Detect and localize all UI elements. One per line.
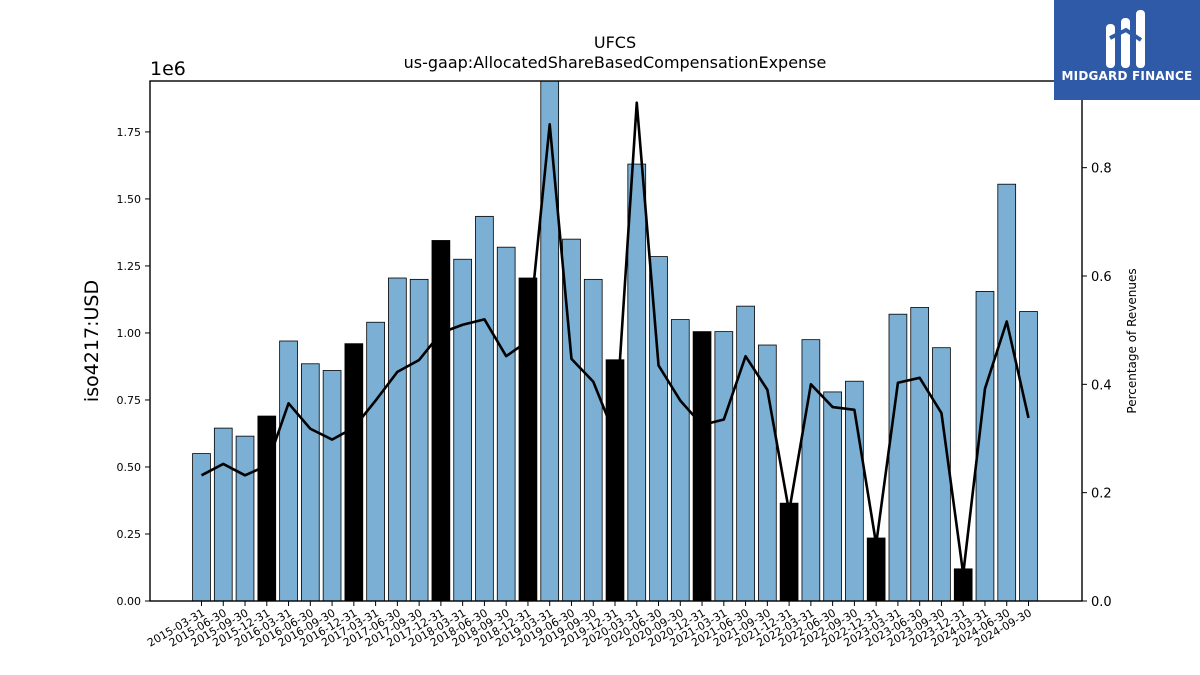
y-tick-label: 0.00 [117, 595, 142, 608]
bar-2016-03-31 [279, 340, 298, 602]
y2-tick-label: 0.2 [1091, 487, 1112, 502]
bar-2017-09-30 [409, 278, 429, 602]
bar-2018-12-31 [518, 277, 538, 602]
line-group [200, 101, 1030, 576]
percentage-line [200, 101, 1030, 576]
bar-2017-12-31 [431, 240, 451, 602]
y-tick-label: 1.00 [117, 327, 142, 340]
chart-subtitle: us-gaap:AllocatedShareBasedCompensationE… [404, 53, 827, 72]
chart-title: UFCS [594, 33, 636, 52]
bar-2016-12-31 [344, 343, 364, 602]
y-ticks: 0.00 0.25 0.50 0.75 1.00 1.25 1.50 1.75 [117, 126, 150, 608]
y2-tick-label: 0.0 [1091, 595, 1112, 610]
bar-2019-03-31 [540, 80, 560, 602]
bar-2016-09-30 [322, 370, 342, 602]
bar-2018-09-30 [496, 246, 516, 602]
bar-2017-06-30 [388, 277, 407, 602]
bar-2022-06-30 [823, 391, 842, 602]
y2-ticks: 0.0 0.2 0.4 0.6 0.8 [1082, 162, 1112, 610]
bar-2021-12-31 [779, 502, 799, 602]
bar-group [192, 80, 1038, 602]
bar-2023-06-30 [910, 307, 930, 602]
y-axis-label: iso4217:USD [81, 280, 103, 402]
bar-2023-09-30 [932, 347, 951, 602]
bar-2024-09-30 [1019, 311, 1038, 602]
bar-2020-03-31 [627, 163, 647, 602]
bar-2022-12-31 [866, 537, 886, 602]
bar-2016-06-30 [300, 363, 320, 602]
y2-axis-label: Percentage of Revenues [1125, 268, 1139, 413]
bar-2020-06-30 [649, 256, 668, 602]
y2-tick-label: 0.4 [1091, 378, 1112, 393]
bar-2019-09-30 [583, 278, 603, 602]
bar-2021-09-30 [758, 344, 777, 602]
bar-2024-06-30 [997, 183, 1017, 602]
y2-tick-label: 0.6 [1091, 270, 1112, 285]
y-scale-label: 1e6 [150, 58, 186, 80]
bar-2018-06-30 [475, 215, 494, 602]
bar-2015-03-31 [192, 453, 211, 602]
bar-2015-06-30 [213, 427, 233, 602]
logo-text: MIDGARD FINANCE [1061, 69, 1193, 83]
bar-2020-09-30 [670, 319, 690, 602]
bar-2015-09-30 [235, 435, 255, 602]
y-tick-label: 1.50 [117, 193, 142, 206]
y-tick-label: 0.25 [117, 528, 142, 541]
y-tick-label: 0.50 [117, 461, 142, 474]
bar-2023-03-31 [888, 313, 908, 602]
midgard-logo: MIDGARD FINANCE [1054, 0, 1200, 100]
y-tick-label: 1.25 [117, 260, 142, 273]
y-tick-label: 1.75 [117, 126, 142, 139]
bar-2017-03-31 [366, 321, 385, 602]
midgard-logo-icon [1106, 10, 1145, 68]
x-ticks: 2015-03-312015-06-302015-09-302015-12-31… [145, 601, 1034, 650]
y-tick-label: 0.75 [117, 394, 142, 407]
bar-2021-06-30 [736, 305, 755, 602]
plot-frame [149, 80, 1083, 602]
axes [149, 80, 1083, 602]
y2-tick-label: 0.8 [1091, 162, 1112, 177]
bar-2020-12-31 [692, 331, 712, 602]
bar-2022-03-31 [801, 339, 821, 602]
bar-2018-03-31 [453, 258, 472, 602]
bar-2019-12-31 [605, 359, 625, 602]
bar-2021-03-31 [714, 331, 734, 602]
